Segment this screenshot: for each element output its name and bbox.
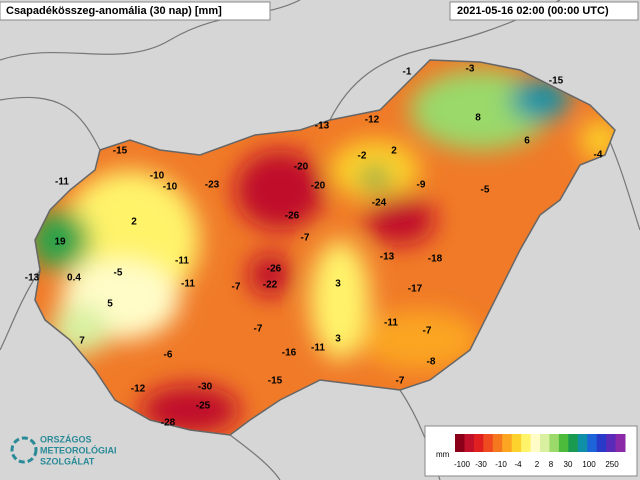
station-value: -7 <box>254 324 263 335</box>
legend-label: -30 <box>475 460 487 469</box>
station-value: -12 <box>365 115 380 126</box>
legend-swatch <box>549 434 560 452</box>
station-value: -30 <box>198 382 213 393</box>
timestamp-box <box>449 1 639 21</box>
legend-swatch <box>502 434 513 452</box>
legend-swatch <box>615 434 626 452</box>
station-value: 3 <box>335 334 341 345</box>
legend-swatch <box>596 434 607 452</box>
legend-swatch <box>492 434 503 452</box>
station-value: -16 <box>282 348 297 359</box>
station-value: 6 <box>524 136 530 147</box>
station-value: -20 <box>311 181 326 192</box>
station-value: -15 <box>113 146 128 157</box>
station-value: -13 <box>25 273 40 284</box>
legend-swatch <box>473 434 484 452</box>
legend-label: 250 <box>605 460 619 469</box>
station-value: 2 <box>131 217 137 228</box>
station-value: -11 <box>311 343 325 354</box>
station-value: -2 <box>358 151 367 162</box>
station-value: -4 <box>594 150 603 161</box>
station-value: -11 <box>55 177 69 188</box>
station-value: -17 <box>408 284 423 295</box>
legend-swatch <box>568 434 579 452</box>
station-value: -1 <box>403 67 412 78</box>
logo-line: SZOLGÁLAT <box>40 456 95 466</box>
station-value: -15 <box>268 376 283 387</box>
station-value: -20 <box>294 162 309 173</box>
station-value: 5 <box>107 299 113 310</box>
station-value: 19 <box>54 237 66 248</box>
station-value: -23 <box>205 180 220 191</box>
station-value: 0.4 <box>67 273 81 284</box>
legend-swatch <box>455 434 465 452</box>
station-value: 2 <box>391 146 397 157</box>
legend-swatch <box>558 434 569 452</box>
station-value: -11 <box>181 279 195 290</box>
title-box <box>0 1 271 21</box>
station-value: -10 <box>150 171 165 182</box>
logo-line: METEOROLÓGIAI <box>40 444 117 455</box>
station-value: -11 <box>175 256 189 267</box>
legend: -100 -30 -10 -4 2 8 30 100 250 <box>454 434 626 469</box>
station-value: -5 <box>481 185 490 196</box>
station-value: -13 <box>380 252 395 263</box>
station-value: -7 <box>423 326 432 337</box>
station-value: -5 <box>114 268 123 279</box>
legend-unit: mm <box>436 450 450 459</box>
legend-swatch <box>577 434 588 452</box>
station-value: -28 <box>161 418 176 429</box>
station-value: -26 <box>267 264 282 275</box>
station-value: -22 <box>263 280 278 291</box>
station-value: -11 <box>384 318 398 329</box>
legend-swatch <box>483 434 494 452</box>
station-value: -3 <box>466 64 475 75</box>
legend-swatch <box>511 434 522 452</box>
station-value: -7 <box>301 233 310 244</box>
station-labels: -15-11-10-10 -23-20-20-26-13-12-1 -3-1586-… <box>25 64 603 429</box>
station-value: -9 <box>417 180 426 191</box>
station-value: -18 <box>428 254 443 265</box>
title: Csapadékösszeg-anomália (30 nap) [mm] <box>6 5 222 17</box>
legend-label: 100 <box>582 460 596 469</box>
station-value: -6 <box>164 350 173 361</box>
logo: ORSZÁGOS METEOROLÓGIAI SZOLGÁLAT <box>10 434 117 466</box>
legend-swatch <box>530 434 541 452</box>
station-value: -24 <box>372 198 387 209</box>
legend-swatch <box>606 434 617 452</box>
legend-swatch <box>587 434 598 452</box>
station-value: 7 <box>79 336 85 347</box>
legend-swatch <box>540 434 550 452</box>
station-value: -15 <box>549 76 564 87</box>
station-value: -8 <box>427 357 436 368</box>
station-value: -10 <box>163 182 178 193</box>
legend-label: 8 <box>549 460 554 469</box>
logo-line: ORSZÁGOS <box>40 434 92 444</box>
legend-label: 2 <box>535 460 540 469</box>
station-value: -12 <box>131 384 146 395</box>
legend-label: -4 <box>514 460 522 469</box>
legend-swatch <box>464 434 475 452</box>
station-value: -7 <box>232 282 241 293</box>
timestamp: 2021-05-16 02:00 (00:00 UTC) <box>457 5 609 17</box>
station-value: -26 <box>285 211 300 222</box>
legend-label: -100 <box>454 460 471 469</box>
legend-swatch <box>521 434 532 452</box>
station-value: 3 <box>335 279 341 290</box>
station-value: 8 <box>475 113 481 124</box>
station-value: -13 <box>315 121 330 132</box>
legend-label: -10 <box>495 460 507 469</box>
station-value: -7 <box>396 376 405 387</box>
station-value: -25 <box>196 401 211 412</box>
legend-label: 30 <box>564 460 573 469</box>
